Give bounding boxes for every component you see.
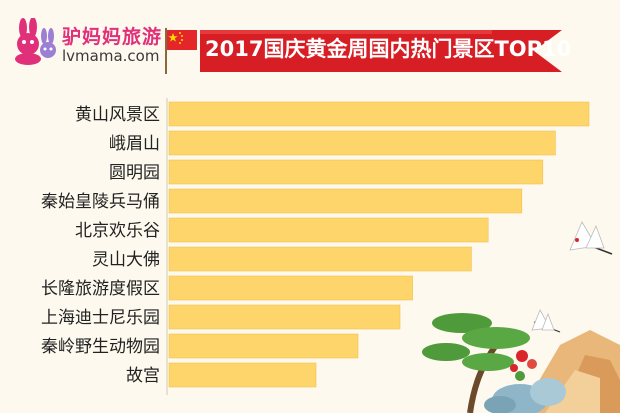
category-label: 北京欢乐谷	[75, 221, 160, 241]
bar-6	[168, 246, 472, 272]
rabbit-mascot-icon	[15, 18, 56, 65]
bar-1	[168, 101, 590, 127]
title-banner	[165, 28, 562, 74]
category-label: 黄山风景区	[75, 105, 160, 125]
category-label: 灵山大佛	[92, 250, 160, 270]
crane-icon	[531, 309, 561, 333]
category-label: 故宫	[126, 366, 160, 386]
bar-2	[168, 130, 556, 156]
lvmama-logo[interactable]: 驴妈妈旅游 lvmama.com	[10, 18, 163, 70]
crane-icon	[569, 221, 613, 255]
category-label: 长隆旅游度假区	[41, 279, 160, 299]
category-label: 上海迪士尼乐园	[41, 308, 160, 328]
bar-10	[168, 362, 317, 388]
brand-url: lvmama.com	[62, 47, 160, 65]
bar-9	[168, 333, 359, 359]
chart-title: 2017国庆黄金周国内热门景区TOP10	[205, 37, 572, 61]
china-flag-icon	[167, 30, 197, 50]
category-label: 峨眉山	[109, 134, 160, 154]
bar-3	[168, 159, 544, 185]
bar-7	[168, 275, 413, 301]
brand-name: 驴妈妈旅游	[62, 26, 163, 48]
category-label: 圆明园	[109, 163, 160, 183]
bar-4	[168, 188, 523, 214]
bar-5	[168, 217, 489, 243]
bar-8	[168, 304, 401, 330]
category-label: 秦岭野生动物园	[41, 337, 160, 357]
category-label: 秦始皇陵兵马俑	[41, 192, 160, 212]
